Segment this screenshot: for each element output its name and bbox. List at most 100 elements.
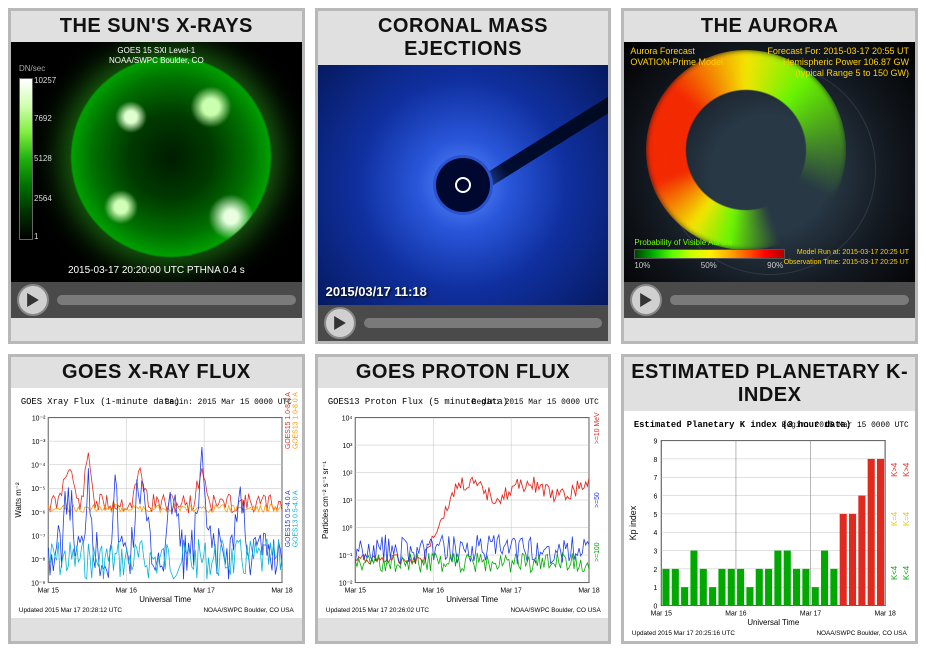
svg-text:K>4: K>4 — [890, 462, 899, 477]
aurora-image: Aurora Forecast OVATION-Prime Model Fore… — [624, 42, 915, 282]
play-icon — [334, 316, 346, 330]
media-player — [318, 305, 609, 341]
svg-text:10⁻⁷: 10⁻⁷ — [32, 533, 46, 540]
svg-text:10⁻²: 10⁻² — [32, 416, 46, 423]
svg-text:10⁻³: 10⁻³ — [32, 439, 46, 446]
k-index-chart: Estimated Planetary K index (3 hour data… — [624, 411, 915, 641]
svg-text:Universal Time: Universal Time — [139, 595, 192, 604]
svg-text:K>4: K>4 — [902, 462, 911, 477]
svg-text:10⁻⁵: 10⁻⁵ — [31, 486, 45, 493]
svg-text:7: 7 — [654, 475, 658, 482]
svg-text:Mar 17: Mar 17 — [800, 610, 822, 617]
sun-header1: GOES 15 SXI Level-1 — [56, 46, 256, 55]
svg-text:Universal Time: Universal Time — [446, 595, 499, 604]
svg-text:K<4: K<4 — [902, 565, 911, 580]
svg-text:GOES13 0.5-4.0 A: GOES13 0.5-4.0 A — [293, 490, 300, 547]
svg-text:10⁴: 10⁴ — [341, 416, 352, 423]
svg-text:Mar 18: Mar 18 — [875, 610, 897, 617]
panel-xray-flux: GOES X-RAY FLUX GOES Xray Flux (1-minute… — [8, 354, 305, 644]
svg-text:Updated 2015 Mar 17 20:25:16 U: Updated 2015 Mar 17 20:25:16 UTC — [632, 630, 736, 637]
svg-text:2: 2 — [654, 567, 658, 574]
svg-text:10⁻⁴: 10⁻⁴ — [31, 463, 45, 470]
panel-sun-xrays: THE SUN'S X-RAYS DN/sec 10257 7692 5128 … — [8, 8, 305, 344]
colorbar-unit: DN/sec — [19, 64, 45, 73]
svg-text:Begin: 2015 Mar 15 0000 UTC: Begin: 2015 Mar 15 0000 UTC — [165, 398, 292, 407]
svg-text:8: 8 — [654, 457, 658, 464]
svg-text:Begin: 2015 Mar 15 0000 UTC: Begin: 2015 Mar 15 0000 UTC — [782, 421, 909, 430]
svg-text:K=4: K=4 — [890, 511, 899, 526]
svg-text:Mar 15: Mar 15 — [38, 587, 60, 594]
svg-text:1: 1 — [654, 585, 658, 592]
svg-text:Begin: 2015 Mar 15 0000 UTC: Begin: 2015 Mar 15 0000 UTC — [471, 398, 598, 407]
svg-text:>=100: >=100 — [594, 542, 601, 562]
panel-k-index: ESTIMATED PLANETARY K-INDEX Estimated Pl… — [621, 354, 918, 644]
xray-flux-chart: GOES Xray Flux (1-minute data)Begin: 201… — [11, 388, 302, 618]
svg-text:3: 3 — [654, 548, 658, 555]
panel-title: CORONAL MASS EJECTIONS — [318, 11, 609, 65]
svg-text:4: 4 — [654, 530, 658, 537]
svg-text:K<4: K<4 — [890, 565, 899, 580]
cme-image: 2015/03/17 11:18 — [318, 65, 609, 305]
svg-text:10²: 10² — [342, 471, 353, 478]
svg-text:10⁻⁸: 10⁻⁸ — [31, 557, 45, 564]
svg-text:Mar 16: Mar 16 — [726, 610, 748, 617]
svg-text:Mar 17: Mar 17 — [193, 587, 215, 594]
play-button[interactable] — [630, 284, 662, 316]
svg-text:NOAA/SWPC Boulder, CO USA: NOAA/SWPC Boulder, CO USA — [203, 607, 294, 614]
sun-colorbar — [19, 78, 33, 240]
svg-text:Mar 16: Mar 16 — [116, 587, 138, 594]
proton-flux-chart: GOES13 Proton Flux (5 minute data)Begin:… — [318, 388, 609, 618]
cme-timestamp: 2015/03/17 11:18 — [326, 284, 427, 299]
progress-bar[interactable] — [364, 318, 603, 328]
panel-aurora: THE AURORA Aurora Forecast OVATION-Prime… — [621, 8, 918, 344]
svg-text:Mar 17: Mar 17 — [500, 587, 522, 594]
svg-text:Mar 18: Mar 18 — [578, 587, 600, 594]
svg-text:GOES15 0.5-4.0 A: GOES15 0.5-4.0 A — [285, 490, 292, 547]
svg-text:GOES Xray Flux (1-minute data): GOES Xray Flux (1-minute data) — [21, 397, 180, 407]
aurora-title2: OVATION-Prime Model — [630, 57, 723, 68]
panel-title: ESTIMATED PLANETARY K-INDEX — [624, 357, 915, 411]
play-icon — [27, 293, 39, 307]
media-player — [624, 282, 915, 318]
aurora-scale: Probability of Visible Aurora 10% 50% 90… — [634, 238, 905, 270]
svg-text:10⁻¹: 10⁻¹ — [338, 553, 352, 560]
svg-text:10³: 10³ — [342, 443, 353, 450]
svg-text:Kp index: Kp index — [628, 505, 638, 540]
svg-text:Mar 15: Mar 15 — [651, 610, 673, 617]
progress-bar[interactable] — [670, 295, 909, 305]
aurora-title1: Aurora Forecast — [630, 46, 695, 57]
panel-title: THE SUN'S X-RAYS — [11, 11, 302, 42]
play-button[interactable] — [17, 284, 49, 316]
svg-text:GOES15 1.0-8.0 A: GOES15 1.0-8.0 A — [285, 392, 292, 449]
svg-text:>=50: >=50 — [594, 492, 601, 508]
panel-title: THE AURORA — [624, 11, 915, 42]
svg-text:NOAA/SWPC Boulder, CO USA: NOAA/SWPC Boulder, CO USA — [817, 630, 908, 637]
sun-image: DN/sec 10257 7692 5128 2564 1 GOES 15 SX… — [11, 42, 302, 282]
svg-text:Particles cm⁻² s⁻¹ sr⁻¹: Particles cm⁻² s⁻¹ sr⁻¹ — [320, 461, 329, 539]
svg-text:Updated 2015 Mar 17 20:26:02 U: Updated 2015 Mar 17 20:26:02 UTC — [326, 607, 430, 614]
dashboard-grid: THE SUN'S X-RAYS DN/sec 10257 7692 5128 … — [8, 8, 918, 644]
panel-title: GOES PROTON FLUX — [318, 357, 609, 388]
panel-proton-flux: GOES PROTON FLUX GOES13 Proton Flux (5 m… — [315, 354, 612, 644]
svg-text:10⁻⁶: 10⁻⁶ — [31, 510, 45, 517]
svg-text:Universal Time: Universal Time — [748, 618, 801, 627]
svg-text:6: 6 — [654, 494, 658, 501]
svg-text:Updated 2015 Mar 17 20:28:12 U: Updated 2015 Mar 17 20:28:12 UTC — [19, 607, 123, 614]
svg-text:5: 5 — [654, 512, 658, 519]
play-button[interactable] — [324, 307, 356, 339]
svg-text:GOES13 1.0-8.0 A: GOES13 1.0-8.0 A — [293, 392, 300, 449]
svg-text:Mar 16: Mar 16 — [422, 587, 444, 594]
media-player — [11, 282, 302, 318]
panel-cme: CORONAL MASS EJECTIONS 2015/03/17 11:18 — [315, 8, 612, 344]
svg-text:9: 9 — [654, 439, 658, 446]
svg-text:Watts m⁻²: Watts m⁻² — [14, 482, 23, 518]
svg-text:10⁰: 10⁰ — [342, 524, 353, 532]
progress-bar[interactable] — [57, 295, 296, 305]
svg-text:>=10 MeV: >=10 MeV — [594, 412, 601, 444]
svg-text:Mar 15: Mar 15 — [344, 587, 366, 594]
sun-header2: NOAA/SWPC Boulder, CO — [56, 56, 256, 65]
svg-text:10¹: 10¹ — [342, 498, 353, 505]
svg-text:NOAA/SWPC Boulder, CO USA: NOAA/SWPC Boulder, CO USA — [510, 607, 601, 614]
sun-footer: 2015-03-17 20:20:00 UTC PTHNA 0.4 s — [26, 265, 286, 276]
svg-text:Mar 18: Mar 18 — [271, 587, 293, 594]
